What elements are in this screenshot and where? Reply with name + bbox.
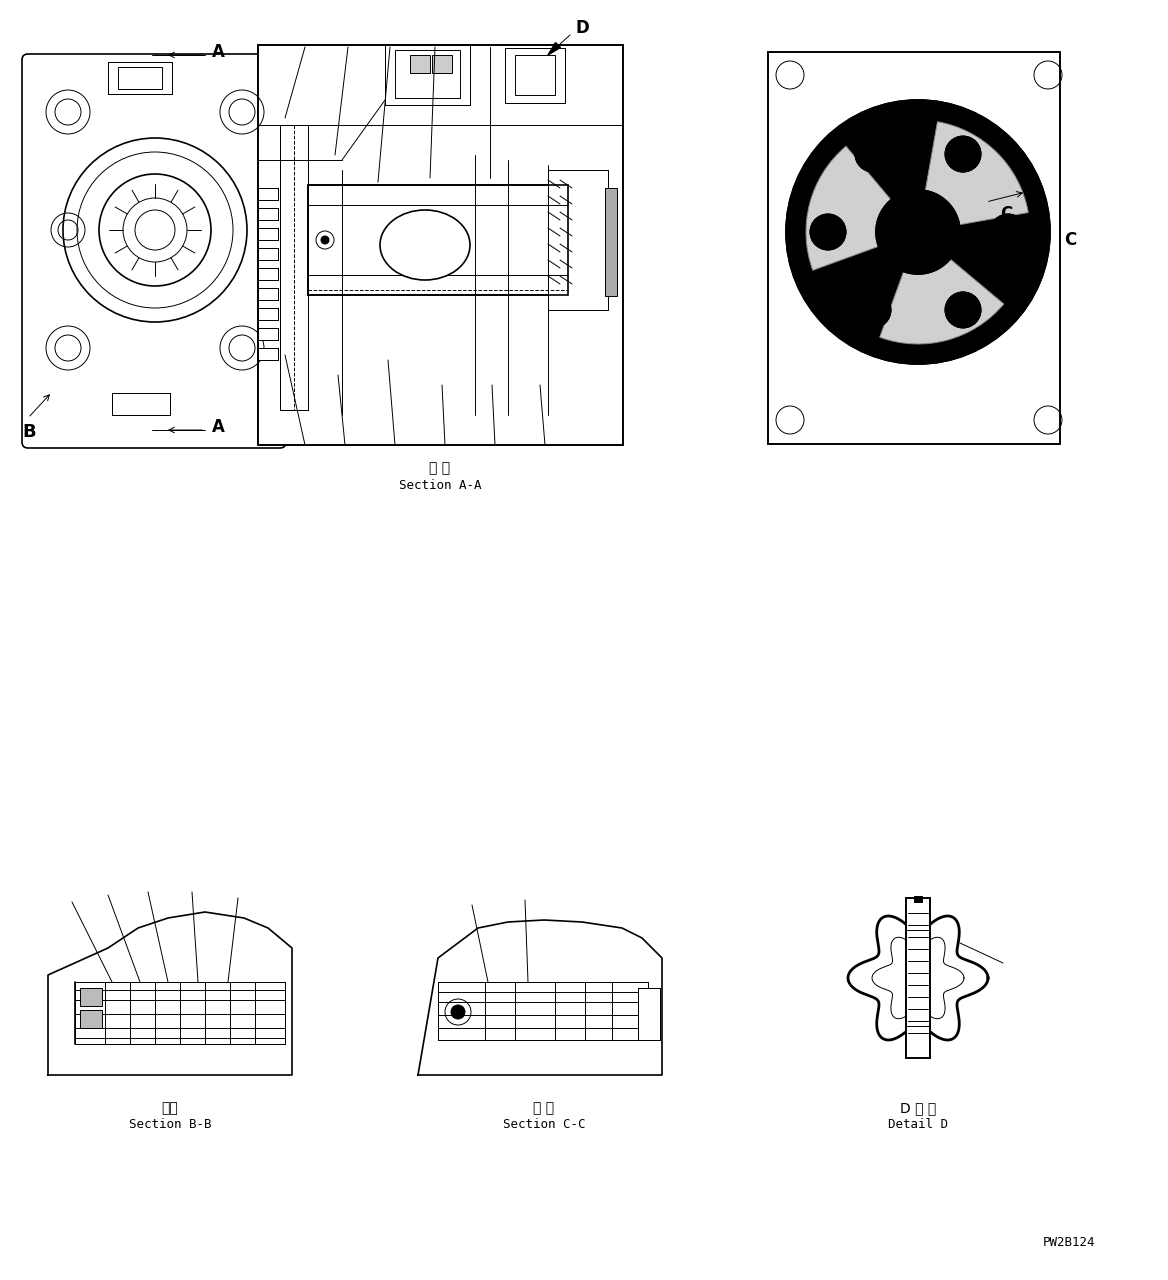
Bar — [308, 186, 568, 294]
Polygon shape — [872, 937, 964, 1019]
Bar — [112, 393, 171, 415]
Circle shape — [945, 136, 981, 172]
Bar — [385, 45, 470, 105]
Text: D: D — [575, 19, 589, 37]
Polygon shape — [418, 920, 662, 1075]
Bar — [75, 982, 285, 1044]
Bar — [258, 308, 278, 320]
Text: A: A — [211, 44, 224, 61]
Bar — [258, 248, 278, 260]
Circle shape — [321, 236, 329, 244]
Bar — [258, 268, 278, 280]
Bar — [769, 52, 1061, 444]
Circle shape — [786, 100, 1050, 364]
Text: Section C-C: Section C-C — [502, 1117, 585, 1130]
Bar — [258, 45, 623, 445]
Bar — [438, 982, 648, 1039]
Bar — [906, 899, 930, 1059]
Bar — [906, 899, 930, 1059]
Circle shape — [855, 136, 891, 172]
Circle shape — [855, 292, 891, 328]
Bar — [258, 328, 278, 340]
Bar — [638, 988, 660, 1039]
Bar — [505, 49, 565, 102]
Polygon shape — [48, 911, 292, 1075]
Bar — [385, 45, 470, 105]
Bar — [915, 896, 922, 902]
Text: A: A — [211, 419, 224, 436]
Bar — [280, 125, 308, 410]
Bar — [258, 188, 278, 200]
Wedge shape — [880, 232, 1003, 344]
Wedge shape — [806, 146, 918, 270]
Bar — [280, 125, 308, 410]
Bar — [438, 982, 648, 1039]
Bar — [548, 170, 609, 310]
Bar — [258, 45, 623, 445]
Text: C: C — [1000, 205, 1013, 223]
Bar — [769, 52, 1061, 444]
Text: 断 面: 断 面 — [430, 461, 451, 475]
Bar — [548, 170, 609, 310]
Ellipse shape — [380, 210, 470, 280]
FancyBboxPatch shape — [22, 54, 286, 448]
Circle shape — [809, 214, 846, 250]
Bar — [107, 61, 172, 93]
Bar — [605, 188, 617, 296]
Bar — [258, 288, 278, 300]
Text: 断 面: 断 面 — [534, 1101, 555, 1115]
Bar — [515, 55, 555, 95]
Text: B: B — [22, 422, 36, 442]
Bar — [107, 61, 172, 93]
Circle shape — [876, 189, 960, 274]
Bar — [432, 55, 452, 73]
Text: PW2B124: PW2B124 — [1043, 1235, 1094, 1248]
Bar — [638, 988, 660, 1039]
Bar — [79, 988, 102, 1006]
Text: Detail D: Detail D — [888, 1117, 948, 1130]
Bar — [75, 982, 285, 1044]
Bar — [395, 50, 460, 99]
Bar — [112, 393, 171, 415]
Text: Section B-B: Section B-B — [128, 1117, 211, 1130]
Text: C: C — [1064, 230, 1076, 250]
Bar — [258, 228, 278, 241]
Circle shape — [990, 214, 1026, 250]
Circle shape — [451, 1005, 465, 1019]
Bar — [258, 348, 278, 360]
Bar — [308, 186, 568, 294]
Bar — [410, 55, 430, 73]
Polygon shape — [848, 916, 988, 1039]
Bar — [505, 49, 565, 102]
Wedge shape — [918, 122, 1028, 232]
Text: 断面: 断面 — [161, 1101, 179, 1115]
Circle shape — [945, 292, 981, 328]
Bar — [258, 209, 278, 220]
Text: D 詳 細: D 詳 細 — [899, 1101, 936, 1115]
Bar — [79, 1010, 102, 1028]
Polygon shape — [548, 42, 561, 55]
Text: Section A-A: Section A-A — [398, 479, 481, 492]
Bar — [118, 67, 162, 90]
